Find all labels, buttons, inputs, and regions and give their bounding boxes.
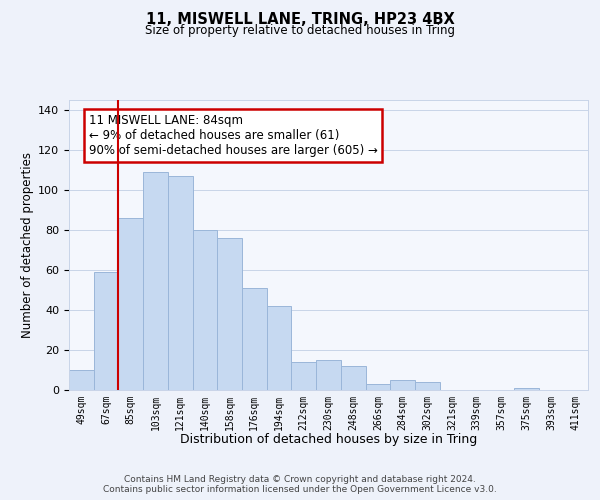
Bar — [217, 238, 242, 390]
Bar — [390, 380, 415, 390]
Text: Contains HM Land Registry data © Crown copyright and database right 2024.
Contai: Contains HM Land Registry data © Crown c… — [103, 474, 497, 494]
Bar — [118, 218, 143, 390]
Y-axis label: Number of detached properties: Number of detached properties — [21, 152, 34, 338]
Bar — [242, 288, 267, 390]
Bar — [365, 384, 390, 390]
Text: 11 MISWELL LANE: 84sqm
← 9% of detached houses are smaller (61)
90% of semi-deta: 11 MISWELL LANE: 84sqm ← 9% of detached … — [89, 114, 377, 157]
Bar — [341, 366, 365, 390]
Bar — [168, 176, 193, 390]
Text: Size of property relative to detached houses in Tring: Size of property relative to detached ho… — [145, 24, 455, 37]
Bar — [415, 382, 440, 390]
Bar — [267, 306, 292, 390]
Text: 11, MISWELL LANE, TRING, HP23 4BX: 11, MISWELL LANE, TRING, HP23 4BX — [146, 12, 454, 28]
Bar — [193, 230, 217, 390]
Bar — [143, 172, 168, 390]
Bar — [316, 360, 341, 390]
Bar — [69, 370, 94, 390]
Bar — [292, 362, 316, 390]
Bar — [94, 272, 118, 390]
Bar — [514, 388, 539, 390]
X-axis label: Distribution of detached houses by size in Tring: Distribution of detached houses by size … — [180, 433, 477, 446]
